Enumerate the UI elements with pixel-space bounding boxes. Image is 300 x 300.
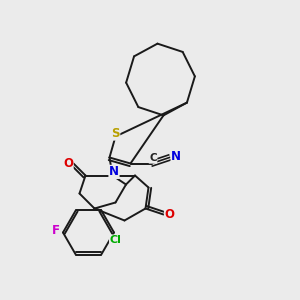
Text: N: N [171,149,181,163]
Text: F: F [52,224,59,238]
Text: C: C [149,153,157,163]
Text: S: S [111,127,120,140]
Text: O: O [63,157,73,170]
Text: N: N [109,165,119,178]
Text: O: O [164,208,175,221]
Text: Cl: Cl [110,235,122,245]
